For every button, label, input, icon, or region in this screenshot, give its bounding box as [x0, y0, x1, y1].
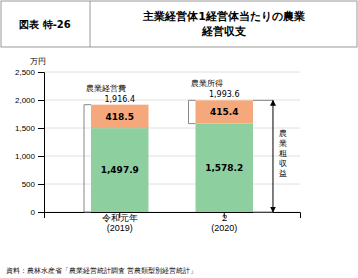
- y-tick: 2,000: [15, 96, 44, 105]
- y-tick-mark: [38, 184, 44, 185]
- text-line: ２: [220, 213, 229, 223]
- arrow-guide: [253, 100, 273, 101]
- data-label: 1,497.9: [101, 165, 139, 175]
- y-tick: 1,500: [15, 124, 44, 133]
- x-tick: ２(2020): [211, 212, 237, 233]
- bar-segment: [196, 100, 253, 123]
- text-line: 業: [279, 139, 287, 148]
- title: 主業経営体1経営体当たりの農業経営収支: [142, 10, 305, 38]
- x-tick-label: 令和元年(2019): [102, 213, 138, 233]
- y-tick-mark: [38, 72, 44, 73]
- annotation: 農業経営費: [86, 84, 126, 93]
- bar-segment: [91, 128, 148, 212]
- text-line: (2020): [211, 223, 237, 233]
- y-tick: 500: [22, 180, 44, 189]
- bracket: [84, 105, 91, 212]
- text-line: 益: [279, 169, 287, 178]
- annotations: 農業経営費 農業所得農業粗収益: [84, 79, 287, 212]
- x-axis-line: [45, 213, 301, 219]
- arrow-guide: [253, 212, 273, 213]
- text-line: 収: [279, 159, 287, 168]
- y-axis-title: 万円: [30, 57, 46, 66]
- x-tick: 令和元年(2019): [102, 212, 138, 233]
- title-divider: [90, 1, 91, 47]
- y-tick: 0: [31, 208, 44, 217]
- x-axis: 令和元年(2019) ２(2020): [45, 212, 301, 233]
- bracket: [189, 100, 196, 123]
- y-axis-line: [38, 73, 45, 213]
- grid-line: [44, 100, 300, 101]
- annotation: 農業所得: [191, 79, 223, 88]
- annotation: 農業粗収益: [279, 129, 287, 178]
- double-arrow: [272, 100, 273, 212]
- grid-line: [44, 72, 300, 73]
- text-line: 粗: [279, 149, 287, 158]
- y-tick-label: 2,500: [15, 68, 36, 77]
- data-label: 415.4: [210, 107, 238, 117]
- data-label: 1,578.2: [205, 163, 243, 173]
- text-line: (2019): [107, 223, 133, 233]
- y-tick: 2,500: [15, 68, 44, 77]
- text-line: 農: [279, 129, 287, 138]
- bar-segment: [91, 105, 148, 128]
- data-label: 418.5: [106, 112, 134, 122]
- y-tick-mark: [38, 100, 44, 101]
- series: [91, 124, 253, 212]
- labels: 1,497.9 1,578.2 418.5 415.4 1,916.4 1,993.6: [101, 90, 244, 175]
- y-tick-label: 2,000: [15, 96, 36, 105]
- y-axis: 0 500 1,000 1,500 2,000 2,500: [15, 68, 45, 217]
- grid-line: [44, 128, 300, 129]
- y-tick-label: 1,500: [15, 124, 36, 133]
- title-frame: [1, 1, 357, 47]
- grid-line: [44, 156, 300, 157]
- y-tick-label: 500: [22, 180, 36, 189]
- text-line: 令和元年: [102, 213, 138, 223]
- y-tick: 1,000: [15, 152, 44, 161]
- series: [91, 100, 253, 128]
- y-tick-label: 1,000: [15, 152, 36, 161]
- grid: [44, 72, 300, 212]
- total-label: 1,993.6: [209, 90, 240, 99]
- text-line: 主業経営体1経営体当たりの農業: [142, 10, 305, 23]
- text-line: 経営収支: [201, 25, 246, 38]
- bars: [91, 100, 253, 212]
- y-tick-mark: [38, 128, 44, 129]
- grid-line: [44, 184, 300, 185]
- y-tick-label: 0: [31, 208, 36, 217]
- chart: 図表 特-26 主業経営体1経営体当たりの農業経営収支 0 500 1,000 1,500…: [0, 0, 358, 278]
- source: 資料：農林水産省「農業経営統計調査 営農類型別経営統計」: [6, 267, 197, 275]
- title-box: 図表 特-26: [19, 19, 71, 30]
- y-tick-mark: [38, 212, 44, 213]
- x-tick-label: ２(2020): [211, 213, 237, 233]
- bar-segment: [196, 124, 253, 212]
- y-tick-mark: [38, 156, 44, 157]
- total-label: 1,916.4: [104, 95, 135, 104]
